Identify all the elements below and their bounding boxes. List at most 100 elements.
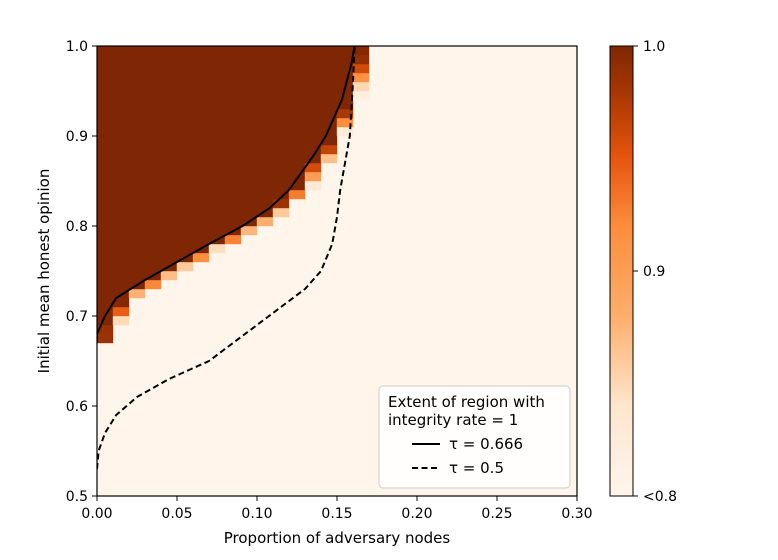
heatmap-cell xyxy=(160,126,178,137)
heatmap-cell xyxy=(320,46,338,56)
heatmap-cell xyxy=(176,180,194,191)
heatmap-cell xyxy=(288,72,306,83)
heatmap-cell xyxy=(304,126,322,137)
heatmap-cell xyxy=(288,54,306,65)
heatmap-cell xyxy=(144,153,162,164)
heatmap-cell xyxy=(144,126,162,137)
heatmap-cell xyxy=(224,108,242,119)
heatmap-cell xyxy=(240,108,258,119)
heatmap-cell xyxy=(144,63,162,74)
heatmap-cell xyxy=(112,108,130,119)
heatmap-cell xyxy=(97,333,114,344)
heatmap-cell xyxy=(288,162,306,173)
heatmap-cell xyxy=(112,81,130,92)
heatmap-cell xyxy=(97,252,114,263)
heatmap-cell xyxy=(208,135,226,146)
heatmap-cell xyxy=(97,306,114,317)
heatmap-cell xyxy=(208,99,226,110)
heatmap-cell xyxy=(144,117,162,128)
heatmap-cell xyxy=(144,189,162,200)
heatmap-cell xyxy=(240,90,258,101)
heatmap-cell xyxy=(224,54,242,65)
heatmap-cell xyxy=(192,162,210,173)
heatmap-cell xyxy=(208,189,226,200)
heatmap-cell xyxy=(320,135,338,146)
heatmap-cell xyxy=(160,234,178,245)
heatmap-cell xyxy=(160,153,178,164)
heatmap-cell xyxy=(256,153,274,164)
heatmap-cell xyxy=(128,288,146,299)
heatmap xyxy=(97,46,577,496)
x-tick-label: 0.25 xyxy=(481,506,512,522)
heatmap-cell xyxy=(160,108,178,119)
heatmap-cell xyxy=(160,198,178,209)
heatmap-cell xyxy=(272,207,290,218)
boundary-curves xyxy=(97,46,356,470)
heatmap-cell xyxy=(176,216,194,227)
heatmap-cell xyxy=(97,261,114,272)
heatmap-cell xyxy=(192,153,210,164)
heatmap-cell xyxy=(160,63,178,74)
heatmap-cell xyxy=(144,225,162,236)
heatmap-cell xyxy=(320,108,338,119)
heatmap-cell xyxy=(288,135,306,146)
heatmap-cell xyxy=(128,99,146,110)
heatmap-cell xyxy=(112,180,130,191)
heatmap-cell xyxy=(97,324,114,335)
heatmap-cell xyxy=(320,117,338,128)
heatmap-cell xyxy=(192,225,210,236)
heatmap-cell xyxy=(144,261,162,272)
heatmap-cell xyxy=(304,90,322,101)
heatmap-cell xyxy=(192,180,210,191)
heatmap-cell xyxy=(304,162,322,173)
heatmap-cell xyxy=(288,108,306,119)
heatmap-cell xyxy=(272,99,290,110)
heatmap-cell xyxy=(144,171,162,182)
heatmap-cell xyxy=(224,171,242,182)
heatmap-cell xyxy=(97,225,114,236)
heatmap-cell xyxy=(288,81,306,92)
heatmap-cell xyxy=(336,117,354,128)
heatmap-cell xyxy=(112,270,130,281)
heatmap-cell xyxy=(160,252,178,263)
heatmap-cell xyxy=(272,90,290,101)
heatmap-cell xyxy=(288,180,306,191)
heatmap-cell xyxy=(144,207,162,218)
heatmap-cell xyxy=(272,126,290,137)
x-tick-label: 0.30 xyxy=(561,506,592,522)
heatmap-cell xyxy=(304,144,322,155)
heatmap-cell xyxy=(272,144,290,155)
heatmap-cell xyxy=(112,171,130,182)
heatmap-cell xyxy=(112,306,130,317)
heatmap-cell xyxy=(304,46,322,56)
heatmap-cell xyxy=(160,225,178,236)
heatmap-cell xyxy=(336,54,354,65)
heatmap-cell xyxy=(320,144,338,155)
heatmap-cell xyxy=(97,171,114,182)
heatmap-cell xyxy=(97,153,114,164)
heatmap-cell xyxy=(112,153,130,164)
heatmap-cell xyxy=(176,54,194,65)
heatmap-cell xyxy=(144,108,162,119)
heatmap-cell xyxy=(112,117,130,128)
heatmap-cell xyxy=(224,189,242,200)
heatmap-cell xyxy=(256,144,274,155)
heatmap-cell xyxy=(224,180,242,191)
heatmap-cell xyxy=(112,99,130,110)
heatmap-cell xyxy=(320,54,338,65)
heatmap-cell xyxy=(272,198,290,209)
heatmap-cell xyxy=(112,207,130,218)
heatmap-cell xyxy=(97,117,114,128)
heatmap-cell xyxy=(176,162,194,173)
heatmap-cell xyxy=(192,234,210,245)
heatmap-cell xyxy=(112,216,130,227)
heatmap-cell xyxy=(272,117,290,128)
heatmap-cell xyxy=(128,153,146,164)
x-tick-label: 0.10 xyxy=(241,506,272,522)
heatmap-cell xyxy=(304,171,322,182)
heatmap-cell xyxy=(192,207,210,218)
heatmap-cell xyxy=(97,189,114,200)
heatmap-cell xyxy=(208,81,226,92)
heatmap-cell xyxy=(224,63,242,74)
heatmap-cell xyxy=(352,90,370,101)
